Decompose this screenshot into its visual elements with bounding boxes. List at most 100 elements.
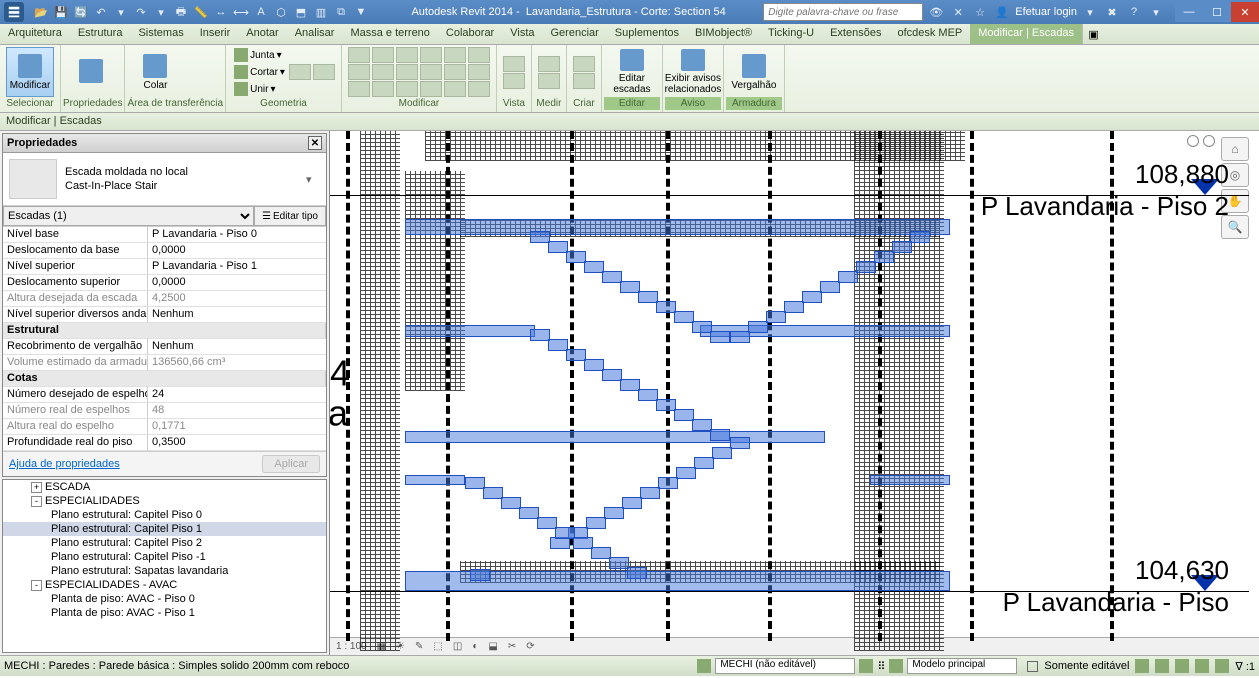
stair-step[interactable] <box>638 291 658 303</box>
stair-step[interactable] <box>784 301 804 313</box>
help-drop-icon[interactable]: ▾ <box>1147 3 1165 21</box>
browser-item[interactable]: Planta de piso: AVAC - Piso 1 <box>3 606 326 620</box>
stair-step[interactable] <box>622 497 642 509</box>
select-face-icon[interactable] <box>1195 659 1209 673</box>
tool-icon[interactable] <box>538 73 560 89</box>
browser-item[interactable]: Plano estrutural: Capitel Piso 1 <box>3 522 326 536</box>
property-row[interactable]: Nível superior diversos andar...Nenhum <box>3 307 326 323</box>
browser-item[interactable]: Plano estrutural: Capitel Piso 0 <box>3 508 326 522</box>
editable-only-checkbox[interactable] <box>1027 661 1038 672</box>
stair-step[interactable] <box>591 547 611 559</box>
drag-elements-icon[interactable] <box>1215 659 1229 673</box>
login-link[interactable]: Efetuar login <box>1015 6 1077 18</box>
qat-section-icon[interactable]: ⬒ <box>292 3 310 21</box>
cortar-button[interactable]: Cortar▾ <box>232 64 287 80</box>
stair-step[interactable] <box>838 271 858 283</box>
stair-step[interactable] <box>730 331 750 343</box>
reveal-icon[interactable]: ⟳ <box>524 641 536 652</box>
sun-path-icon[interactable]: ✎ <box>413 641 425 652</box>
stair-step[interactable] <box>555 527 575 539</box>
qat-undo-drop-icon[interactable]: ▾ <box>112 3 130 21</box>
modify-tool-icon[interactable] <box>396 81 418 97</box>
geom-tool-icon[interactable] <box>289 64 311 80</box>
expand-icon[interactable]: - <box>31 580 42 591</box>
modify-tool-icon[interactable] <box>420 64 442 80</box>
qat-measure-icon[interactable]: 📏 <box>192 3 210 21</box>
dropdown-icon[interactable]: ▾ <box>277 50 282 61</box>
tab-gerenciar[interactable]: Gerenciar <box>543 24 607 44</box>
stair-landing[interactable] <box>405 431 825 443</box>
stair-step[interactable] <box>674 311 694 323</box>
tab-bimobject-[interactable]: BIMobject® <box>687 24 760 44</box>
property-value[interactable]: Nenhum <box>148 339 326 354</box>
tool-icon[interactable] <box>503 56 525 72</box>
model-icon[interactable] <box>889 659 903 673</box>
stair-step[interactable] <box>710 429 730 441</box>
tab-ticking-u[interactable]: Ticking-U <box>760 24 822 44</box>
properties-close-icon[interactable]: ✕ <box>308 136 322 150</box>
stair-step[interactable] <box>892 241 912 253</box>
project-browser[interactable]: +ESCADA-ESPECIALIDADESPlano estrutural: … <box>2 479 327 653</box>
exibir-avisos-button[interactable]: Exibir avisosrelacionados <box>669 47 717 97</box>
temporary-hide-icon[interactable]: ✂ <box>506 641 518 652</box>
workset-select[interactable]: MECHI (não editável) <box>715 658 855 674</box>
stair-step[interactable] <box>640 487 660 499</box>
property-value[interactable]: 0,0000 <box>148 243 326 258</box>
stair-step[interactable] <box>620 379 640 391</box>
property-row[interactable]: Deslocamento superior0,0000 <box>3 275 326 291</box>
tool-icon[interactable] <box>573 56 595 72</box>
tab-extens-es[interactable]: Extensões <box>822 24 889 44</box>
qat-align-icon[interactable]: ↔ <box>212 3 230 21</box>
qat-redo-icon[interactable]: ↷ <box>132 3 150 21</box>
stair-step[interactable] <box>530 231 550 243</box>
stair-step[interactable] <box>638 389 658 401</box>
qat-switch-icon[interactable]: ⧉ <box>332 3 350 21</box>
stair-step[interactable] <box>627 567 647 579</box>
stair-step[interactable] <box>501 497 521 509</box>
login-drop-icon[interactable]: ▾ <box>1081 3 1099 21</box>
qat-save-icon[interactable]: 💾 <box>52 3 70 21</box>
geom-tool-icon[interactable] <box>313 64 335 80</box>
stair-step[interactable] <box>602 369 622 381</box>
modify-tool-icon[interactable] <box>468 47 490 63</box>
stair-step[interactable] <box>710 331 730 343</box>
select-underlay-icon[interactable] <box>1155 659 1169 673</box>
stair-step[interactable] <box>692 321 712 333</box>
stair-step[interactable] <box>470 569 490 581</box>
tab-colaborar[interactable]: Colaborar <box>438 24 502 44</box>
modify-tool-icon[interactable] <box>396 64 418 80</box>
shadows-icon[interactable]: ⬚ <box>431 641 444 652</box>
stair-step[interactable] <box>712 447 732 459</box>
stair-step[interactable] <box>530 329 550 341</box>
property-row[interactable]: Volume estimado da armadu...136560,66 cm… <box>3 355 326 371</box>
property-row[interactable]: Altura desejada da escada4,2500 <box>3 291 326 307</box>
expand-icon[interactable]: - <box>31 496 42 507</box>
stair-landing[interactable] <box>870 475 950 485</box>
modify-tool-icon[interactable] <box>420 47 442 63</box>
tab-overflow-icon[interactable]: ▣ <box>1082 24 1104 44</box>
editar-button[interactable]: Editarescadas <box>608 47 656 97</box>
stair-step[interactable] <box>656 399 676 411</box>
type-dropdown-icon[interactable]: ▾ <box>306 173 320 186</box>
stair-step[interactable] <box>856 261 876 273</box>
stair-step[interactable] <box>483 487 503 499</box>
model-select[interactable]: Modelo principal <box>907 658 1017 674</box>
modify-tool-icon[interactable] <box>468 64 490 80</box>
type-selector[interactable]: Escada moldada no local Cast-In-Place St… <box>3 153 326 206</box>
modify-tool-icon[interactable] <box>372 64 394 80</box>
stair-step[interactable] <box>609 557 629 569</box>
stair-step[interactable] <box>674 409 694 421</box>
stair-step[interactable] <box>910 231 930 243</box>
tab-inserir[interactable]: Inserir <box>192 24 239 44</box>
browser-item[interactable]: -ESPECIALIDADES - AVAC <box>3 578 326 592</box>
dropdown-icon[interactable]: ▾ <box>280 67 285 78</box>
modify-tool-icon[interactable] <box>420 81 442 97</box>
stair-step[interactable] <box>658 477 678 489</box>
exchange-apps-icon[interactable]: ✖ <box>1103 3 1121 21</box>
property-value[interactable]: 0,3500 <box>148 435 326 450</box>
stair-step[interactable] <box>548 241 568 253</box>
modify-tool-icon[interactable] <box>348 47 370 63</box>
modify-tool-icon[interactable] <box>444 64 466 80</box>
tab-vista[interactable]: Vista <box>502 24 542 44</box>
stair-step[interactable] <box>820 281 840 293</box>
